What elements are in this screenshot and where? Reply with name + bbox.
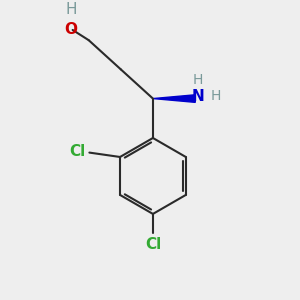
Polygon shape [153,95,195,102]
Text: H: H [211,89,221,103]
Text: H: H [65,2,77,17]
Text: Cl: Cl [69,144,85,159]
Text: H: H [192,73,203,87]
Text: O: O [65,22,78,38]
Text: Cl: Cl [145,236,161,251]
Text: N: N [191,89,204,104]
